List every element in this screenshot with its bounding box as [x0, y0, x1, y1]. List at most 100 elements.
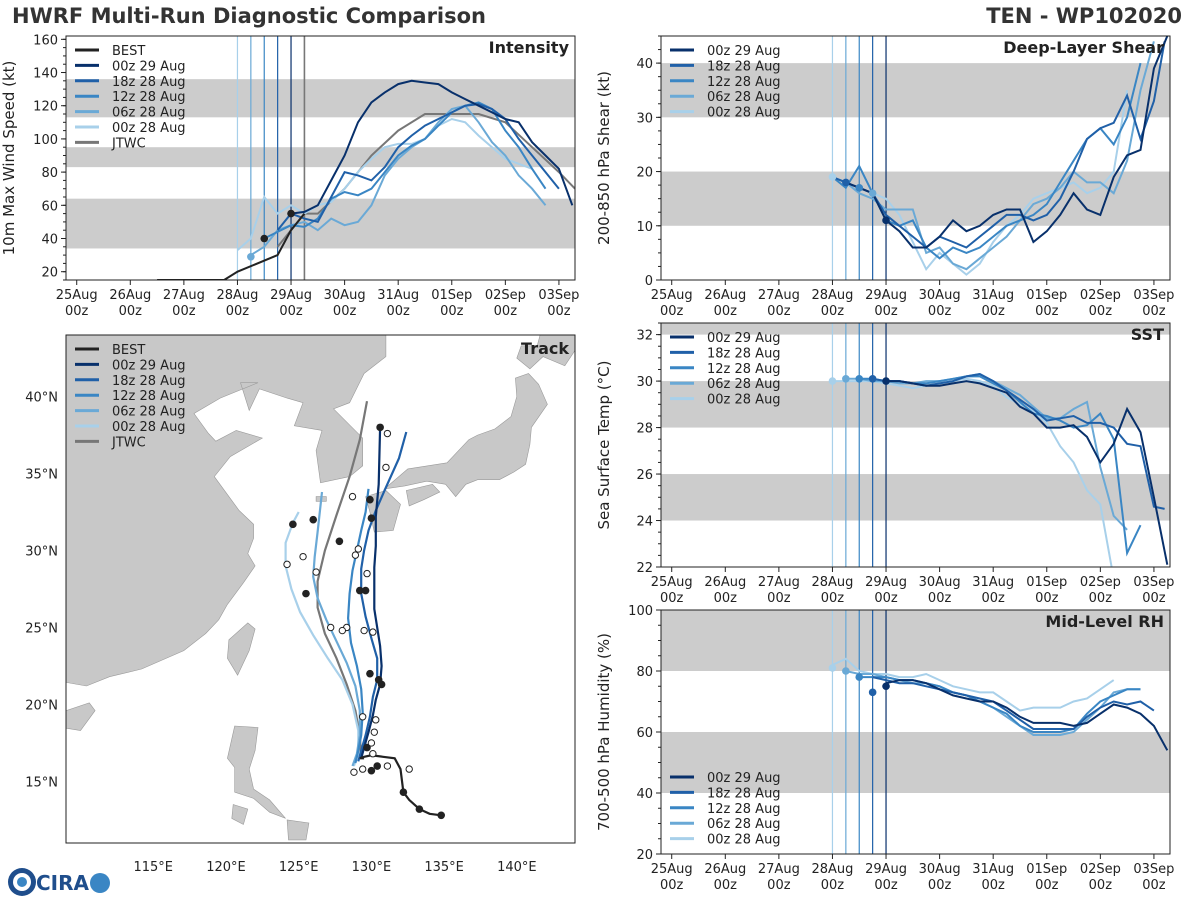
- y-tick-label: 160: [33, 33, 58, 48]
- x-tick-label-line: 31Aug: [972, 575, 1014, 590]
- x-tick-label: 30Aug 00z: [919, 862, 961, 893]
- page-title: HWRF Multi-Run Diagnostic Comparison: [12, 4, 487, 28]
- marker-run_06z28: [842, 374, 850, 383]
- x-tick-label-line: 00z: [1142, 591, 1166, 606]
- y-tick-label: 20: [41, 266, 58, 281]
- x-tick-label: 03Sep 00z: [538, 288, 579, 319]
- x-tick-label: 25Aug 00z: [651, 862, 693, 893]
- x-tick-label-line: 00z: [660, 591, 684, 606]
- x-tick-label: 27Aug 00z: [758, 862, 800, 893]
- cira-emblem-icon: [8, 868, 36, 896]
- marker-run_00z29: [882, 216, 890, 225]
- legend-label: 18z 28 Aug: [707, 786, 781, 801]
- legend-label: JTWC: [111, 136, 146, 151]
- x-tick-label: 120°E: [206, 860, 246, 875]
- track-run_00z28: [284, 511, 360, 767]
- series-best: [157, 212, 306, 280]
- x-tick-label-line: 25Aug: [651, 288, 693, 303]
- x-tick-label: 02Sep 00z: [1080, 575, 1121, 606]
- track-point-filled: [366, 669, 374, 678]
- series-run_06z28: [250, 104, 547, 256]
- panel-track: 115°E 120°E 125°E 130°E 135°E 140°E 15°N 20°N 25…: [25, 334, 576, 875]
- storm-id: TEN - WP102020: [986, 4, 1182, 28]
- y-tick-label: 60: [41, 199, 58, 214]
- y-axis-label: 200-850 hPa Shear (kt): [595, 71, 613, 245]
- honshu-island: [383, 373, 548, 498]
- x-tick-label-line: 00z: [1035, 591, 1059, 606]
- y-tick-label: 80: [41, 166, 58, 181]
- x-tick-label-line: 28Aug: [216, 288, 258, 303]
- x-tick-label: 31Aug 00z: [972, 575, 1014, 606]
- x-tick-label-line: 26Aug: [109, 288, 151, 303]
- track-point-filled: [355, 586, 364, 595]
- mindoro-island: [231, 804, 249, 825]
- legend-label: 00z 28 Aug: [707, 106, 781, 121]
- y-axis-label: 10m Max Wind Speed (kt): [0, 61, 18, 256]
- x-tick-label-line: 02Sep: [1080, 288, 1121, 303]
- x-tick-label: 02Sep 00z: [1080, 862, 1121, 893]
- x-tick-label-line: 00z: [714, 304, 738, 319]
- track-point-open: [351, 551, 360, 559]
- y-tick-label: 24: [636, 515, 653, 530]
- x-tick-label-line: 31Aug: [972, 288, 1014, 303]
- x-tick-label-line: 00z: [494, 304, 518, 319]
- y-tick-label: 100: [33, 133, 58, 148]
- band-1: [661, 63, 1170, 118]
- legend-label: 12z 28 Aug: [707, 802, 781, 817]
- series-run_00z29: [886, 380, 1169, 565]
- cira-logo-text: CIRA: [36, 871, 90, 895]
- x-tick-label: 29Aug 00z: [270, 288, 312, 319]
- x-tick-label: 28Aug 00z: [216, 288, 258, 319]
- marker-run_18z28: [842, 178, 850, 187]
- x-tick-label-line: 00z: [982, 591, 1006, 606]
- x-tick-label-line: 03Sep: [1133, 288, 1174, 303]
- x-tick-label: 01Sep 00z: [1026, 575, 1067, 606]
- track-point-open: [363, 569, 371, 578]
- x-tick-label-line: 02Sep: [485, 288, 526, 303]
- x-tick-label-line: 00z: [279, 304, 303, 319]
- track-point-filled: [309, 515, 318, 524]
- x-tick-label-line: 03Sep: [1133, 862, 1174, 877]
- legend-label: 18z 28 Aug: [112, 75, 186, 90]
- track-point-open: [382, 463, 390, 472]
- series-run_18z28: [276, 103, 560, 231]
- hokkaido-island: [516, 335, 575, 370]
- x-tick-label-line: 00z: [172, 304, 196, 319]
- y-axis-label: Sea Surface Temp (°C): [595, 360, 613, 529]
- legend-label: BEST: [112, 343, 145, 358]
- x-tick-label: 125°E: [279, 860, 319, 875]
- x-tick-label-line: 00z: [714, 591, 738, 606]
- x-tick-label-line: 00z: [928, 304, 952, 319]
- axes-frame: [660, 322, 1171, 568]
- x-tick-label-line: 28Aug: [811, 575, 853, 590]
- series-run_00z29: [290, 79, 574, 215]
- marker-run_12z28: [855, 673, 864, 681]
- x-tick-label-line: 00z: [440, 304, 464, 319]
- x-tick-label: 25Aug 00z: [651, 575, 693, 606]
- x-tick-label: 27Aug 00z: [163, 288, 205, 319]
- x-tick-label-line: 00z: [387, 304, 411, 319]
- taiwan-island: [227, 622, 256, 676]
- x-tick-label-line: 00z: [1089, 591, 1113, 606]
- x-tick-label: 31Aug 00z: [377, 288, 419, 319]
- legend-label: 00z 29 Aug: [707, 771, 781, 786]
- legend-label: 00z 29 Aug: [707, 331, 781, 346]
- legend-label: 18z 28 Aug: [707, 59, 781, 74]
- x-tick-label-line: 27Aug: [758, 575, 800, 590]
- track-point-open: [360, 626, 368, 635]
- x-tick-label-line: 00z: [928, 878, 952, 893]
- series-run_00z29: [845, 36, 1169, 249]
- x-tick-label-line: 29Aug: [270, 288, 312, 303]
- luzon-island: [227, 725, 286, 819]
- x-tick-label: 30Aug 00z: [919, 288, 961, 319]
- x-tick-label: 02Sep 00z: [1080, 288, 1121, 319]
- y-tick-label: 28: [636, 422, 653, 437]
- y-tick-label: 40: [636, 57, 653, 72]
- x-tick-label: 30Aug 00z: [919, 575, 961, 606]
- marker-run_00z28: [828, 377, 837, 385]
- track-point-open: [370, 728, 379, 736]
- marker-run_12z28: [855, 374, 864, 383]
- track-point-filled: [399, 788, 408, 796]
- x-tick-label-line: 00z: [547, 304, 571, 319]
- y-tick-label: 15°N: [25, 775, 58, 790]
